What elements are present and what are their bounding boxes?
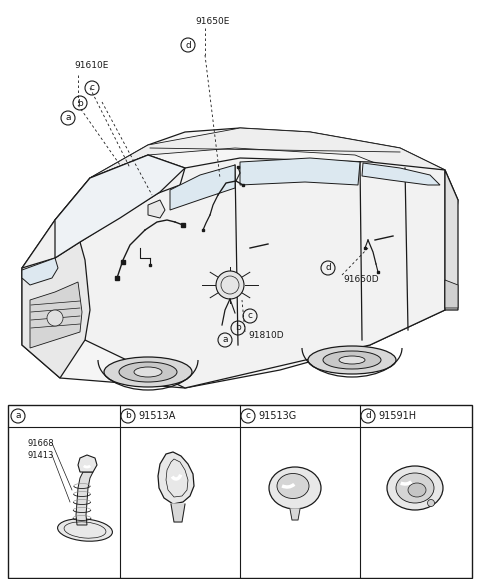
Polygon shape bbox=[362, 163, 440, 185]
Polygon shape bbox=[22, 242, 90, 378]
Text: 91650E: 91650E bbox=[195, 17, 229, 27]
Text: d: d bbox=[325, 263, 331, 273]
Polygon shape bbox=[445, 170, 458, 310]
Ellipse shape bbox=[396, 473, 434, 503]
Text: a: a bbox=[15, 412, 21, 420]
Polygon shape bbox=[55, 155, 185, 258]
Polygon shape bbox=[90, 128, 445, 178]
Text: 91810D: 91810D bbox=[248, 332, 284, 340]
Text: c: c bbox=[248, 312, 252, 321]
Polygon shape bbox=[171, 504, 185, 522]
Polygon shape bbox=[22, 128, 458, 388]
Ellipse shape bbox=[134, 367, 162, 377]
Text: b: b bbox=[77, 98, 83, 108]
Ellipse shape bbox=[308, 346, 396, 374]
Ellipse shape bbox=[387, 466, 443, 510]
Polygon shape bbox=[158, 452, 194, 504]
Text: 91591H: 91591H bbox=[378, 411, 416, 421]
Ellipse shape bbox=[119, 362, 177, 382]
Text: a: a bbox=[65, 113, 71, 123]
Text: b: b bbox=[125, 412, 131, 420]
Text: 91413: 91413 bbox=[28, 450, 54, 460]
Polygon shape bbox=[290, 509, 300, 520]
Ellipse shape bbox=[104, 357, 192, 387]
Circle shape bbox=[216, 271, 244, 299]
Text: c: c bbox=[89, 83, 95, 93]
Circle shape bbox=[428, 500, 434, 507]
Ellipse shape bbox=[269, 467, 321, 509]
Text: 91668: 91668 bbox=[28, 438, 55, 448]
Text: 91513A: 91513A bbox=[138, 411, 175, 421]
Polygon shape bbox=[22, 258, 58, 285]
Text: d: d bbox=[185, 41, 191, 49]
Circle shape bbox=[47, 310, 63, 326]
Polygon shape bbox=[22, 155, 185, 268]
Polygon shape bbox=[30, 282, 82, 348]
Text: 91610E: 91610E bbox=[74, 60, 108, 69]
Text: c: c bbox=[245, 412, 251, 420]
Ellipse shape bbox=[277, 474, 309, 499]
Polygon shape bbox=[78, 455, 97, 472]
Ellipse shape bbox=[408, 483, 426, 497]
Polygon shape bbox=[80, 158, 445, 388]
Polygon shape bbox=[170, 165, 235, 210]
Polygon shape bbox=[76, 472, 93, 525]
Polygon shape bbox=[148, 200, 165, 218]
Text: b: b bbox=[235, 324, 241, 332]
Polygon shape bbox=[240, 158, 360, 185]
Ellipse shape bbox=[323, 351, 381, 369]
Text: 91513G: 91513G bbox=[258, 411, 296, 421]
Polygon shape bbox=[445, 280, 458, 308]
Ellipse shape bbox=[58, 519, 112, 541]
Text: 91650D: 91650D bbox=[343, 276, 379, 284]
Ellipse shape bbox=[339, 356, 365, 364]
Text: d: d bbox=[365, 412, 371, 420]
Text: a: a bbox=[222, 335, 228, 345]
